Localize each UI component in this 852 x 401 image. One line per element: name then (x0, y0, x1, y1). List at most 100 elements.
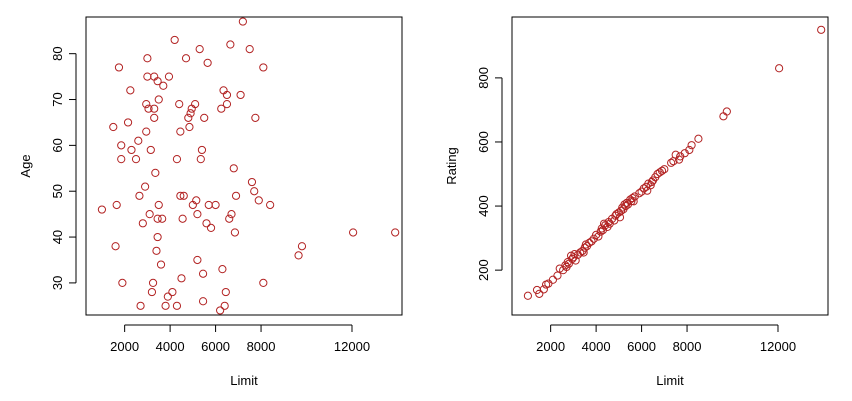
data-point (259, 278, 268, 288)
data-point (222, 100, 232, 109)
data-point (535, 289, 544, 298)
data-point (553, 271, 562, 280)
data-point (671, 150, 680, 159)
y-tick-label: 40 (50, 230, 65, 244)
y-axis-title-right: Rating (444, 147, 459, 185)
data-point (218, 265, 227, 274)
data-point (660, 165, 669, 174)
data-point (172, 301, 182, 310)
data-point (126, 86, 135, 95)
data-point (594, 232, 603, 241)
data-point (719, 112, 728, 121)
data-point (570, 250, 579, 259)
data-point (226, 40, 235, 49)
data-point (266, 200, 275, 210)
data-point (539, 285, 548, 294)
data-point (615, 213, 625, 222)
data-point (196, 155, 205, 164)
data-point (548, 275, 558, 284)
data-point (143, 72, 152, 81)
data-point (178, 214, 187, 223)
data-point (176, 191, 185, 200)
scatter-points-right (523, 25, 826, 300)
data-point (151, 168, 160, 177)
data-point (231, 191, 241, 200)
data-point (817, 25, 826, 34)
data-point (202, 219, 211, 228)
data-point (229, 164, 238, 173)
x-tick-label: 8000 (673, 339, 702, 354)
y-tick-label: 200 (476, 259, 491, 281)
data-point (635, 189, 644, 198)
x-tick-label: 12000 (760, 339, 796, 354)
data-point (186, 109, 195, 118)
x-tick-label: 8000 (247, 339, 276, 354)
data-point (236, 90, 245, 100)
data-point (245, 44, 254, 54)
data-point (191, 100, 200, 109)
data-point (198, 297, 208, 306)
data-point (170, 35, 179, 45)
data-point (216, 306, 225, 315)
panel-limit-vs-age: 2000 4000 6000 8000 12000 30 40 50 60 70 80 Limit… (18, 16, 403, 388)
data-point (153, 232, 162, 242)
data-point (297, 242, 307, 251)
data-point (168, 287, 177, 297)
x-axis-title-right: Limit (656, 373, 684, 388)
data-point (179, 191, 188, 200)
y-tick-label: 30 (50, 276, 65, 290)
data-point (685, 145, 694, 155)
data-point (523, 291, 533, 300)
data-point (391, 228, 400, 237)
data-point (197, 145, 207, 155)
data-point (667, 158, 676, 167)
data-point (153, 214, 162, 223)
data-point (198, 269, 208, 278)
data-point (153, 77, 162, 86)
y-axis-right: 200 400 600 800 (476, 67, 503, 281)
data-point (571, 256, 580, 265)
x-axis-title-left: Limit (230, 373, 258, 388)
data-point (145, 210, 154, 219)
data-point (131, 155, 141, 164)
data-point (97, 205, 107, 214)
data-point (657, 166, 667, 175)
data-point (148, 278, 158, 288)
data-point (134, 136, 143, 145)
data-point (123, 118, 133, 127)
data-point (544, 279, 553, 288)
x-tick-label: 4000 (156, 339, 185, 354)
y-axis-left: 30 40 50 60 70 80 (50, 46, 77, 290)
data-point (111, 242, 120, 251)
data-point (200, 113, 209, 122)
x-tick-label: 4000 (582, 339, 611, 354)
data-point (150, 104, 159, 113)
x-axis-right: 2000 4000 6000 8000 12000 (536, 324, 796, 354)
data-point (629, 197, 638, 206)
y-tick-label: 50 (50, 184, 65, 198)
y-tick-label: 400 (476, 195, 491, 217)
x-tick-label: 12000 (334, 339, 370, 354)
data-point (585, 238, 594, 248)
data-point (204, 200, 213, 210)
data-point (193, 210, 202, 219)
x-tick-label: 6000 (201, 339, 230, 354)
data-point (185, 122, 194, 132)
data-point (141, 182, 150, 191)
y-tick-label: 60 (50, 138, 65, 152)
data-point (221, 287, 230, 297)
data-point (135, 191, 144, 200)
data-point (143, 54, 152, 63)
x-tick-label: 2000 (536, 339, 565, 354)
data-point (195, 44, 204, 54)
data-point (203, 58, 212, 67)
data-point (164, 72, 174, 81)
data-point (175, 100, 184, 109)
data-point (127, 145, 136, 155)
x-tick-label: 6000 (627, 339, 656, 354)
data-point (146, 145, 155, 155)
data-point (349, 228, 358, 237)
x-tick-label: 2000 (110, 339, 139, 354)
x-axis-left: 2000 4000 6000 8000 12000 (110, 324, 370, 354)
